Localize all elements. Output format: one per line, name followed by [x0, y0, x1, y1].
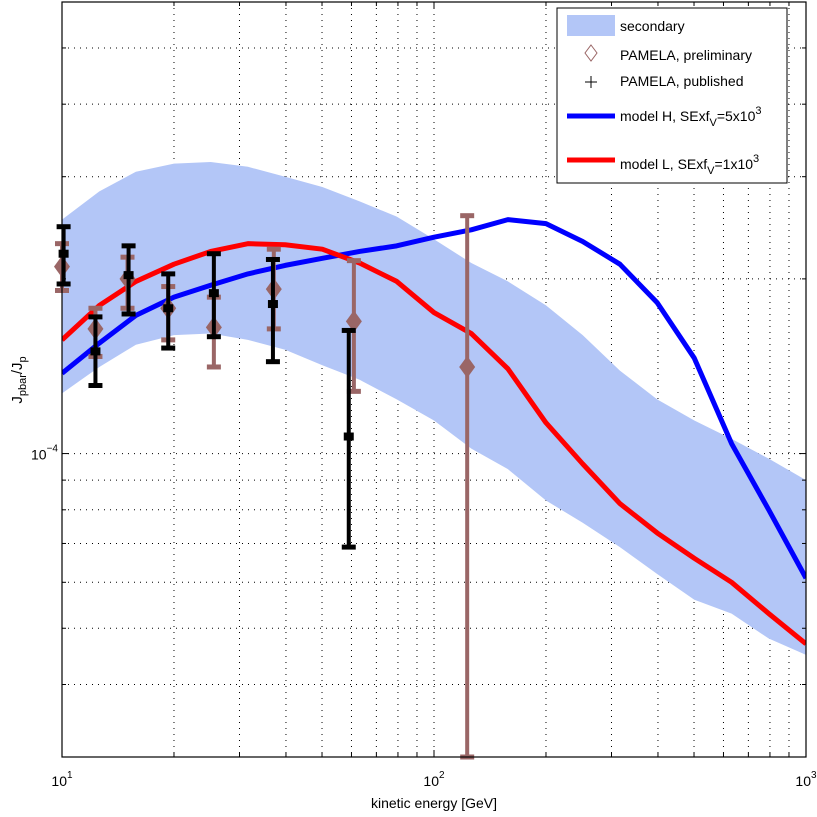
x-tick-label: 102 — [423, 770, 445, 789]
published-marker — [267, 300, 278, 309]
x-tick-label-exp: 2 — [439, 770, 445, 781]
y-label-sub2: p — [17, 356, 29, 362]
secondary-band — [62, 162, 806, 655]
preliminary-diamond-marker — [345, 310, 362, 333]
published-marker — [90, 347, 101, 356]
published-point — [161, 271, 176, 351]
legend-label-model-l: model L, SExfV=1x103 — [620, 153, 759, 177]
plot-layer — [62, 162, 806, 655]
x-tick-label-exp: 1 — [67, 770, 73, 781]
y-label-main: J — [9, 396, 26, 404]
ticks — [62, 2, 806, 758]
y-label-sub1: pbar — [17, 374, 29, 396]
x-tick-label: 103 — [795, 770, 817, 789]
legend-plus-icon — [585, 76, 597, 88]
published-marker — [123, 271, 134, 280]
legend-label-preliminary: PAMELA, preliminary — [620, 47, 752, 63]
y-tick-label: 10−4 — [31, 444, 58, 463]
published-point — [56, 224, 71, 287]
published-marker — [208, 289, 219, 298]
y-tick-label-base: 10 — [31, 447, 47, 463]
published-marker — [163, 304, 174, 313]
preliminary-diamond-marker — [459, 355, 476, 378]
model-h-line — [62, 217, 806, 580]
y-axis-label: Jpbar/Jp — [9, 356, 29, 403]
x-axis-label: kinetic energy [GeV] — [371, 795, 497, 811]
legend-label-published: PAMELA, published — [620, 73, 743, 89]
x-tick-label-base: 10 — [795, 773, 811, 789]
published-point — [341, 327, 356, 550]
legend-diamond-icon — [584, 44, 598, 62]
legend-label-secondary: secondary — [620, 18, 685, 34]
legend: secondary PAMELA, preliminary PAMELA, pu… — [556, 7, 788, 184]
published-marker — [58, 249, 69, 258]
legend-label-model-h: model H, SExfV=5x103 — [620, 105, 762, 129]
published-point — [265, 256, 280, 365]
published-marker — [343, 432, 354, 441]
x-tick-label-base: 10 — [423, 773, 439, 789]
published-point — [88, 314, 103, 389]
x-tick-label-exp: 3 — [811, 770, 817, 781]
y-label-mid: /J — [9, 362, 26, 374]
legend-box — [556, 7, 788, 184]
published-point — [121, 243, 136, 317]
legend-swatch-secondary — [567, 15, 615, 36]
model-l-line — [62, 241, 806, 646]
x-tick-label-base: 10 — [51, 773, 67, 789]
y-tick-label-exp: −4 — [47, 444, 59, 455]
x-tick-label: 101 — [51, 770, 73, 789]
published-point — [206, 251, 221, 340]
